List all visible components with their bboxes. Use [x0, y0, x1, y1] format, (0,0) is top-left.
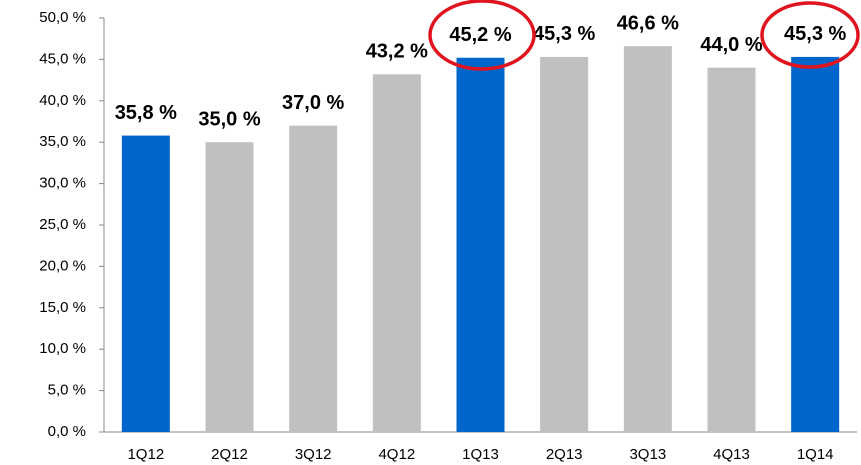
- x-tick-label: 1Q14: [797, 446, 834, 463]
- bar: [540, 56, 589, 432]
- y-tick-label: 40,0 %: [39, 92, 86, 109]
- y-tick-label: 35,0 %: [39, 133, 86, 150]
- x-tick-label: 2Q12: [211, 446, 248, 463]
- y-tick-label: 0,0 %: [48, 423, 86, 440]
- x-tick-label: 2Q13: [546, 446, 583, 463]
- highlight-circle: [760, 1, 860, 69]
- y-tick-label: 5,0 %: [48, 382, 86, 399]
- value-label: 35,8 %: [115, 102, 177, 124]
- bar: [623, 46, 672, 432]
- value-label: 44,0 %: [700, 34, 762, 56]
- x-tick-label: 4Q13: [713, 446, 750, 463]
- bar: [205, 142, 254, 432]
- y-tick-label: 25,0 %: [39, 216, 86, 233]
- value-label: 43,2 %: [366, 41, 428, 63]
- bar: [456, 57, 505, 433]
- bar: [791, 56, 840, 432]
- y-tick-label: 10,0 %: [39, 340, 86, 357]
- x-tick-label: 4Q12: [378, 446, 415, 463]
- y-tick-label: 45,0 %: [39, 50, 86, 67]
- value-label: 45,3 %: [784, 23, 846, 45]
- y-tick-label: 15,0 %: [39, 299, 86, 316]
- value-label: 45,2 %: [449, 24, 511, 46]
- x-tick-label: 3Q12: [295, 446, 332, 463]
- x-tick-label: 1Q13: [462, 446, 499, 463]
- plot: 0,0 % 5,0 % 10,0 % 15,0 % 20,0 % 25,0 % 30,0 %…: [39, 9, 846, 463]
- highlight-circle: [428, 0, 536, 71]
- bar: [121, 135, 170, 433]
- y-tick-label: 50,0 %: [39, 9, 86, 26]
- value-label: 46,6 %: [617, 12, 679, 34]
- x-tick-label: 1Q12: [127, 446, 164, 463]
- x-tick-label: 3Q13: [629, 446, 666, 463]
- value-label: 37,0 %: [282, 92, 344, 114]
- value-label: 45,3 %: [533, 23, 595, 45]
- bar: [289, 125, 338, 432]
- bar: [707, 67, 756, 433]
- y-tick-label: 20,0 %: [39, 257, 86, 274]
- bar: [372, 74, 421, 432]
- y-tick-label: 30,0 %: [39, 175, 86, 192]
- value-label: 35,0 %: [198, 108, 260, 130]
